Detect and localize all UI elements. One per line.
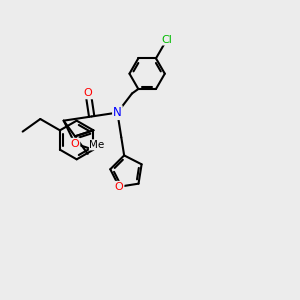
Text: O: O (70, 139, 80, 149)
Text: O: O (115, 182, 124, 192)
Text: Cl: Cl (161, 34, 172, 45)
Text: O: O (84, 88, 93, 98)
Text: Me: Me (89, 140, 105, 150)
Text: N: N (113, 106, 122, 119)
